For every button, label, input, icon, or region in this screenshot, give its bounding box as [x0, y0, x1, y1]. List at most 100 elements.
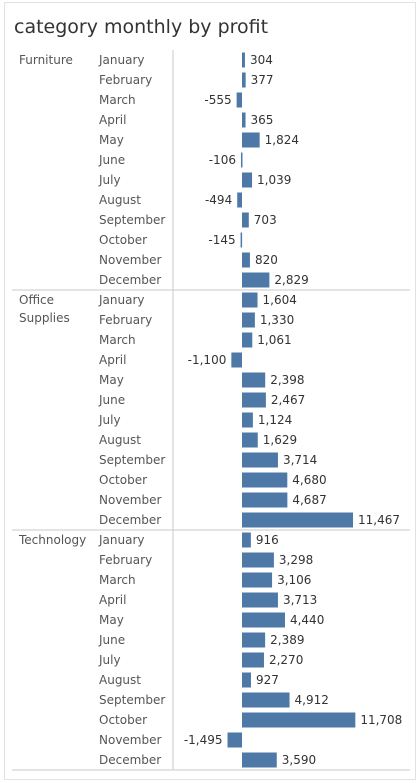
bar — [242, 212, 249, 228]
bar — [242, 372, 266, 388]
month-label: February — [99, 73, 152, 87]
bar-value-label: 4,440 — [290, 613, 324, 627]
month-label: October — [99, 233, 147, 247]
bar-value-label: 1,124 — [258, 413, 292, 427]
month-label: March — [99, 93, 136, 107]
month-label: August — [99, 673, 141, 687]
month-label: May — [99, 613, 124, 627]
bar — [240, 232, 243, 248]
bar — [242, 132, 260, 148]
bar-value-label: 3,106 — [277, 573, 311, 587]
bar — [242, 412, 253, 428]
month-label: December — [99, 753, 161, 767]
category-label: Furniture — [19, 53, 73, 67]
bar-value-label: -145 — [208, 233, 235, 247]
bar-value-label: 1,330 — [260, 313, 294, 327]
bar-value-label: 365 — [251, 113, 274, 127]
bar — [242, 272, 270, 288]
month-label: June — [98, 633, 125, 647]
bar-value-label: 3,713 — [283, 593, 317, 607]
bar-value-label: 11,467 — [358, 513, 400, 527]
month-label: June — [98, 393, 125, 407]
bar — [242, 692, 290, 708]
month-label: December — [99, 513, 161, 527]
bar-value-label: 4,687 — [292, 493, 326, 507]
month-label: January — [98, 533, 145, 547]
bar-value-label: 1,629 — [263, 433, 297, 447]
month-label: July — [98, 173, 121, 187]
bar — [242, 312, 255, 328]
bar — [242, 752, 277, 768]
bar-value-label: 2,467 — [271, 393, 305, 407]
bar — [242, 112, 246, 128]
bar — [240, 152, 243, 168]
bar — [242, 72, 246, 88]
category-label: Supplies — [19, 311, 70, 325]
bar — [242, 172, 253, 188]
bar — [237, 192, 242, 208]
bar-value-label: 2,829 — [274, 273, 308, 287]
month-label: October — [99, 713, 147, 727]
bar — [231, 352, 242, 368]
bar — [242, 672, 251, 688]
bar-value-label: 916 — [256, 533, 279, 547]
bar-value-label: 3,298 — [279, 553, 313, 567]
bar-value-label: -106 — [209, 153, 236, 167]
chart-title: category monthly by profit — [14, 16, 269, 38]
month-label: September — [99, 213, 165, 227]
bar — [242, 612, 285, 628]
bar-value-label: 1,061 — [257, 333, 291, 347]
month-label: April — [99, 593, 126, 607]
bar — [242, 552, 274, 568]
bar — [242, 632, 266, 648]
bar — [242, 52, 245, 68]
bar — [242, 472, 288, 488]
bar — [242, 452, 278, 468]
chart-frame — [4, 2, 416, 780]
bar — [242, 292, 258, 308]
bar — [242, 572, 273, 588]
month-label: January — [98, 293, 145, 307]
month-label: March — [99, 333, 136, 347]
bar-value-label: 304 — [250, 53, 273, 67]
bar-value-label: 820 — [255, 253, 278, 267]
month-label: April — [99, 353, 126, 367]
month-label: September — [99, 693, 165, 707]
bar — [242, 392, 266, 408]
month-label: December — [99, 273, 161, 287]
bar — [236, 92, 242, 108]
month-label: May — [99, 373, 124, 387]
bar-value-label: 1,039 — [257, 173, 291, 187]
bar-value-label: 2,389 — [270, 633, 304, 647]
category-label: Technology — [18, 533, 86, 547]
bar-value-label: 3,590 — [282, 753, 316, 767]
bar — [242, 592, 278, 608]
bar — [227, 732, 242, 748]
bar-value-label: 4,912 — [295, 693, 329, 707]
bar-value-label: 3,714 — [283, 453, 317, 467]
month-label: February — [99, 553, 152, 567]
bar-value-label: 4,680 — [292, 473, 326, 487]
bar-value-label: 927 — [256, 673, 279, 687]
bar — [242, 432, 258, 448]
bar-value-label: 703 — [254, 213, 277, 227]
month-label: November — [99, 733, 161, 747]
bar-value-label: -555 — [204, 93, 231, 107]
bar — [242, 512, 353, 528]
month-label: September — [99, 453, 165, 467]
month-label: May — [99, 133, 124, 147]
bar-value-label: -1,495 — [184, 733, 223, 747]
month-label: November — [99, 493, 161, 507]
category-label: Office — [19, 293, 54, 307]
bar — [242, 712, 356, 728]
bar-value-label: 377 — [251, 73, 274, 87]
bar-value-label: -1,100 — [188, 353, 227, 367]
month-label: March — [99, 573, 136, 587]
bar — [242, 652, 264, 668]
month-label: January — [98, 53, 145, 67]
bar-value-label: -494 — [205, 193, 232, 207]
bar — [242, 332, 253, 348]
bar-value-label: 2,270 — [269, 653, 303, 667]
bar — [242, 252, 250, 268]
